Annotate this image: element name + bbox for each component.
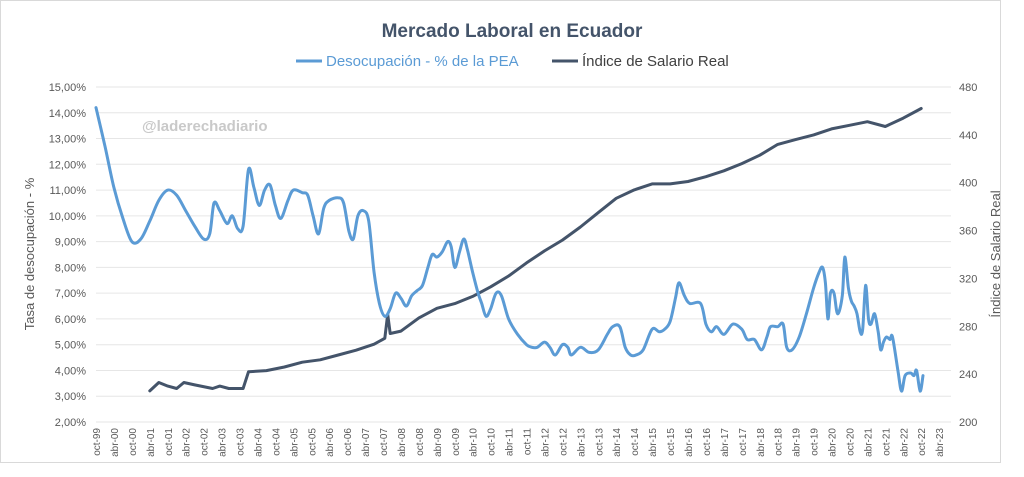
y-right-tick-label: 200 [959,417,977,429]
x-tick-label: abr-20 [828,428,839,457]
y-left-tick-label: 12,00% [49,159,87,171]
x-tick-label: oct-99 [92,428,103,456]
x-tick-label: oct-21 [881,428,892,456]
legend-label-wage: Índice de Salario Real [582,53,729,70]
x-tick-label: abr-17 [720,428,731,457]
x-tick-label: oct-02 [200,428,211,456]
x-tick-label: oct-17 [738,428,749,456]
x-tick-label: abr-23 [935,428,946,457]
x-tick-label: oct-19 [810,428,821,456]
x-tick-label: abr-11 [505,428,516,457]
chart-title: Mercado Laboral en Ecuador [382,21,643,42]
x-tick-label: oct-11 [523,428,534,455]
y-left-tick-label: 6,00% [55,314,86,326]
legend: Desocupación - % de la PEA Índice de Sal… [296,53,729,70]
x-tick-label: abr-19 [792,428,803,457]
y-right-tick-label: 320 [959,273,977,285]
x-tick-label: abr-09 [433,428,444,457]
legend-label-unemployment: Desocupación - % de la PEA [326,53,519,70]
y-right-tick-label: 480 [959,82,977,94]
x-tick-label: oct-01 [164,428,175,456]
y-left-tick-label: 15,00% [49,82,87,94]
y-right-tick-label: 360 [959,226,977,238]
x-tick-label: abr-16 [684,428,695,457]
y-right-tick-label: 280 [959,321,977,333]
y-left-tick-label: 13,00% [49,134,87,146]
y-left-tick-label: 3,00% [55,391,86,403]
x-tick-label: abr-00 [110,428,121,457]
x-tick-label: oct-13 [594,428,605,456]
x-ticks: oct-99 abr-00 oct-00 abr-01 oct-01 abr-02 oct-… [92,428,946,457]
x-tick-label: oct-22 [917,428,928,456]
x-tick-label: oct-14 [630,428,641,456]
y-left-ticks: 2,00% 3,00% 4,00% 5,00% 6,00% 7,00% 8,00% 9,00%… [49,82,87,429]
x-tick-label: oct-20 [845,428,856,456]
y-right-ticks: 200 240 280 320 360 400 440 480 [959,82,977,429]
x-tick-label: abr-06 [325,428,336,457]
series-line-unemployment [94,106,925,393]
y-right-tick-label: 400 [959,178,977,190]
x-tick-label: abr-07 [361,428,372,457]
y-left-tick-label: 8,00% [55,262,86,274]
y-left-tick-label: 9,00% [55,237,86,249]
y-right-axis-label: Índice de Salario Real [988,190,1003,317]
x-tick-label: abr-08 [397,428,408,457]
x-tick-label: oct-04 [271,428,282,456]
x-tick-label: oct-08 [415,428,426,456]
y-left-axis-label: Tasa de desocupación - % [22,177,37,330]
y-right-tick-label: 440 [959,130,977,142]
x-tick-label: abr-01 [146,428,157,457]
x-tick-label: abr-14 [612,428,623,457]
x-tick-label: abr-02 [182,428,193,457]
x-tick-label: oct-09 [451,428,462,456]
x-tick-label: oct-07 [379,428,390,456]
x-tick-label: oct-05 [307,428,318,456]
x-tick-label: oct-15 [666,428,677,456]
x-tick-label: oct-03 [236,428,247,456]
x-tick-label: abr-13 [576,428,587,457]
y-left-tick-label: 7,00% [55,288,86,300]
series-line-wage [148,107,923,393]
x-tick-label: abr-18 [756,428,767,457]
y-left-tick-label: 5,00% [55,340,86,352]
y-left-tick-label: 10,00% [49,211,87,223]
watermark: @laderechadiario [142,118,268,135]
y-left-tick-label: 11,00% [50,185,87,197]
x-tick-label: oct-18 [774,428,785,456]
x-tick-label: oct-00 [128,428,139,456]
x-tick-label: oct-10 [487,428,498,456]
x-tick-label: oct-06 [343,428,354,456]
x-tick-label: abr-21 [863,428,874,457]
gridlines [96,86,951,423]
x-tick-label: abr-22 [899,428,910,457]
x-tick-label: abr-05 [289,428,300,457]
x-tick-label: abr-10 [469,428,480,457]
x-tick-label: abr-04 [253,428,264,457]
x-tick-label: oct-12 [558,428,569,456]
y-left-tick-label: 14,00% [49,108,87,120]
x-tick-label: abr-03 [218,428,229,457]
y-left-tick-label: 4,00% [55,365,86,377]
x-tick-label: abr-12 [540,428,551,457]
y-left-tick-label: 2,00% [55,417,86,429]
x-tick-label: abr-15 [648,428,659,457]
y-right-tick-label: 240 [959,369,977,381]
x-tick-label: oct-16 [702,428,713,456]
